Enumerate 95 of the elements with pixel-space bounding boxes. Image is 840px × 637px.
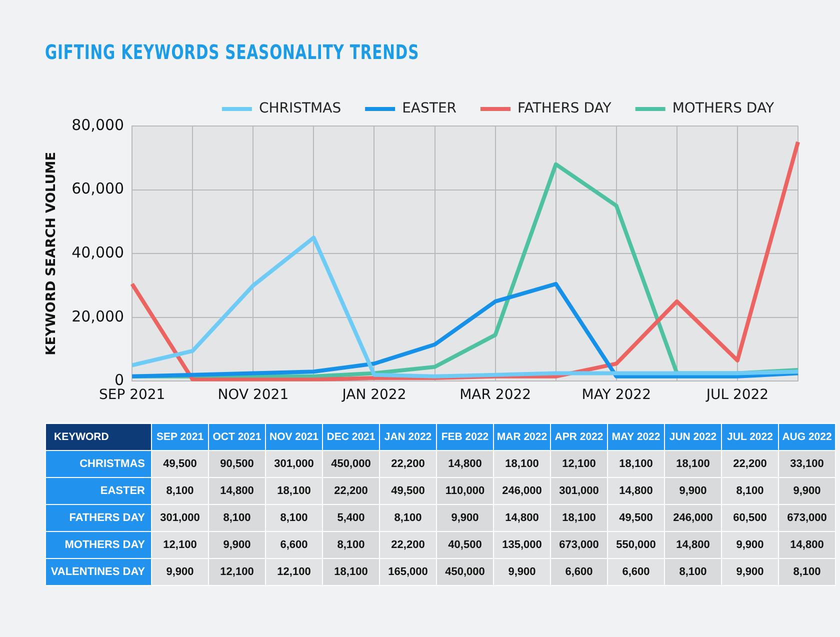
data-label: 8,100 — [322, 532, 380, 558]
data-label: 110,000 — [436, 478, 494, 504]
series-label: VALENTINES DAY — [46, 558, 152, 586]
data-label: 90,500 — [208, 450, 266, 478]
category-label: FEB 2022 — [436, 424, 494, 450]
chart-title: GIFTING KEYWORDS SEASONALITY TRENDS — [45, 40, 420, 64]
legend-label: EASTER — [402, 100, 457, 117]
data-label: 5,400 — [322, 504, 380, 532]
y-tick-label: 60,000 — [72, 180, 124, 198]
data-label: 8,100 — [664, 558, 722, 586]
data-label: 450,000 — [322, 450, 380, 478]
data-label: 12,100 — [550, 450, 608, 478]
x-tick-label: JAN 2022 — [341, 387, 406, 404]
category-label: AUG 2022 — [778, 424, 836, 450]
text: KEYWORD — [46, 424, 152, 450]
x-tick-label: NOV 2021 — [218, 387, 289, 404]
legend-label: FATHERS DAY — [518, 100, 612, 117]
data-label: 673,000 — [550, 532, 608, 558]
data-label: 22,200 — [322, 478, 380, 504]
data-label: 9,900 — [494, 558, 550, 586]
category-label: MAR 2022 — [494, 424, 550, 450]
data-label: 8,100 — [380, 504, 436, 532]
data-label: 9,900 — [664, 478, 722, 504]
data-label: 6,600 — [266, 532, 322, 558]
data-label: 14,800 — [778, 532, 836, 558]
legend-label: MOTHERS DAY — [672, 100, 774, 117]
data-label: 33,100 — [778, 450, 836, 478]
data-label: 673,000 — [778, 504, 836, 532]
data-label: 40,500 — [436, 532, 494, 558]
y-tick-label: 80,000 — [72, 116, 124, 134]
data-label: 8,100 — [152, 478, 208, 504]
series-label: EASTER — [46, 478, 152, 504]
data-label: 14,800 — [608, 478, 664, 504]
data-label: 6,600 — [550, 558, 608, 586]
data-label: 18,100 — [608, 450, 664, 478]
data-label: 60,500 — [722, 504, 778, 532]
data-label: 450,000 — [436, 558, 494, 586]
data-label: 9,900 — [722, 558, 778, 586]
category-label: MAY 2022 — [608, 424, 664, 450]
data-label: 49,500 — [152, 450, 208, 478]
data-label: 301,000 — [266, 450, 322, 478]
data-label: 12,100 — [208, 558, 266, 586]
data-label: 165,000 — [380, 558, 436, 586]
data-label: 18,100 — [322, 558, 380, 586]
data-label: 49,500 — [608, 504, 664, 532]
data-label: 14,800 — [208, 478, 266, 504]
data-label: 18,100 — [494, 450, 550, 478]
data-label: 9,900 — [436, 504, 494, 532]
data-label: 14,800 — [494, 504, 550, 532]
data-label: 22,200 — [722, 450, 778, 478]
data-label: 49,500 — [380, 478, 436, 504]
data-label: 246,000 — [664, 504, 722, 532]
data-label: 9,900 — [722, 532, 778, 558]
category-label: APR 2022 — [550, 424, 608, 450]
data-label: 22,200 — [380, 450, 436, 478]
data-label: 12,100 — [152, 532, 208, 558]
data-label: 135,000 — [494, 532, 550, 558]
data-label: 14,800 — [436, 450, 494, 478]
data-label: 301,000 — [152, 504, 208, 532]
data-label: 8,100 — [778, 558, 836, 586]
data-label: 9,900 — [152, 558, 208, 586]
data-label: 246,000 — [494, 478, 550, 504]
data-label: 22,200 — [380, 532, 436, 558]
series-label: FATHERS DAY — [46, 504, 152, 532]
y-tick-label: 40,000 — [72, 243, 124, 262]
category-label: NOV 2021 — [266, 424, 322, 450]
series-label: MOTHERS DAY — [46, 532, 152, 558]
data-label: 8,100 — [722, 478, 778, 504]
data-label: 12,100 — [266, 558, 322, 586]
data-label: 9,900 — [778, 478, 836, 504]
category-label: OCT 2021 — [208, 424, 266, 450]
category-label: JAN 2022 — [380, 424, 436, 450]
category-label: JUN 2022 — [664, 424, 722, 450]
legend-label: CHRISTMAS — [258, 100, 342, 117]
series-label: CHRISTMAS — [46, 450, 152, 478]
category-label: SEP 2021 — [152, 424, 208, 450]
x-tick-label: MAR 2022 — [460, 387, 532, 404]
y-tick-label: 0 — [114, 371, 124, 390]
data-label: 550,000 — [608, 532, 664, 558]
y-axis-title: KEYWORD SEARCH VOLUME — [44, 152, 60, 356]
category-label: DEC 2021 — [322, 424, 380, 450]
data-label: 6,600 — [608, 558, 664, 586]
data-label: 18,100 — [550, 504, 608, 532]
data-label: 9,900 — [208, 532, 266, 558]
data-label: 8,100 — [208, 504, 266, 532]
x-tick-label: SEP 2021 — [98, 387, 166, 404]
x-tick-label: JUL 2022 — [705, 387, 769, 404]
data-label: 8,100 — [266, 504, 322, 532]
data-label: 301,000 — [550, 478, 608, 504]
data-label: 14,800 — [664, 532, 722, 558]
x-tick-label: MAY 2022 — [582, 387, 651, 404]
data-label: 18,100 — [266, 478, 322, 504]
data-label: 18,100 — [664, 450, 722, 478]
category-label: JUL 2022 — [722, 424, 778, 450]
y-tick-label: 20,000 — [72, 307, 124, 326]
